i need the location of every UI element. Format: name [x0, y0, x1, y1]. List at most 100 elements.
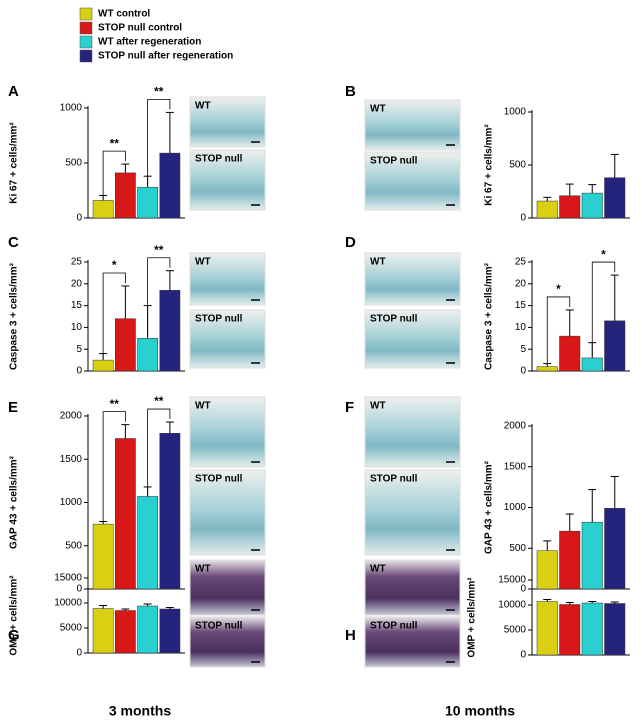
- bar: [137, 186, 158, 219]
- significance-label: *: [112, 258, 117, 272]
- y-tick-label: 25: [515, 257, 527, 268]
- y-tick-label: 0: [520, 650, 526, 661]
- bar: [159, 152, 181, 219]
- legend-label: STOP null after regeneration: [98, 51, 233, 62]
- micrograph: [364, 559, 461, 616]
- legend-label: STOP null control: [98, 23, 182, 34]
- significance-label: **: [110, 136, 120, 150]
- bar: [536, 550, 558, 590]
- y-tick-label: 10000: [498, 600, 526, 611]
- y-tick-label: 5: [520, 344, 526, 355]
- y-tick-label: 1000: [60, 103, 83, 114]
- micrograph-label: WT: [195, 401, 211, 412]
- bar: [115, 172, 136, 219]
- panel-letter: E: [8, 399, 18, 416]
- y-tick-label: 1000: [504, 107, 527, 118]
- micrograph: [189, 149, 266, 211]
- y-tick-label: 1000: [504, 502, 527, 513]
- significance-bracket: [147, 99, 171, 186]
- y-tick-label: 5000: [504, 625, 527, 636]
- micrograph-label: STOP null: [195, 154, 243, 165]
- micrograph-label: WT: [195, 257, 211, 268]
- bar: [581, 602, 603, 656]
- significance-bracket: [102, 150, 126, 199]
- bar: [92, 523, 114, 590]
- bar: [92, 200, 114, 219]
- bar: [137, 605, 158, 654]
- significance-label: **: [154, 243, 164, 257]
- legend-swatch: [79, 35, 93, 49]
- y-tick-label: 0: [520, 213, 526, 224]
- significance-label: *: [601, 247, 606, 261]
- y-tick-label: 15000: [498, 575, 526, 586]
- micrograph-label: STOP null: [195, 474, 243, 485]
- bar: [92, 359, 114, 372]
- bar: [559, 530, 581, 590]
- significance-label: **: [110, 397, 120, 411]
- bar: [115, 318, 136, 372]
- y-tick-label: 500: [509, 160, 526, 171]
- bar: [536, 601, 558, 656]
- micrograph: [364, 396, 461, 468]
- bar: [581, 521, 603, 590]
- micrograph-label: WT: [370, 104, 386, 115]
- micrograph-label: WT: [370, 564, 386, 575]
- y-tick-label: 20: [71, 278, 83, 289]
- bar: [536, 366, 558, 372]
- micrograph-label: WT: [370, 257, 386, 268]
- y-tick-label: 10: [71, 322, 83, 333]
- micrograph: [189, 396, 266, 468]
- bar: [137, 338, 158, 372]
- bar: [581, 357, 603, 372]
- bar: [115, 610, 136, 654]
- y-tick-label: 2000: [504, 421, 527, 432]
- panel-letter: A: [8, 83, 19, 100]
- micrograph-label: WT: [195, 101, 211, 112]
- y-axis-label: OMP + cells/mm²: [467, 577, 478, 658]
- significance-bracket: [102, 411, 126, 523]
- legend-label: WT after regeneration: [98, 37, 201, 48]
- bar: [159, 433, 181, 590]
- micrograph-label: STOP null: [370, 621, 418, 632]
- y-tick-label: 15: [71, 300, 83, 311]
- micrograph: [189, 252, 266, 306]
- bar: [559, 335, 581, 372]
- y-tick-label: 0: [76, 648, 82, 659]
- bar: [536, 200, 558, 219]
- y-tick-label: 500: [65, 540, 82, 551]
- y-tick-label: 2000: [60, 411, 83, 422]
- y-tick-label: 0: [76, 366, 82, 377]
- significance-label: **: [154, 394, 164, 408]
- significance-label: **: [154, 85, 164, 99]
- significance-bracket: [546, 296, 571, 365]
- micrograph-label: STOP null: [370, 156, 418, 167]
- micrograph: [364, 252, 461, 306]
- significance-bracket: [591, 261, 616, 356]
- y-tick-label: 10000: [54, 598, 82, 609]
- y-tick-label: 0: [76, 584, 82, 595]
- bar: [604, 177, 626, 219]
- y-axis-label: OMP + cells/mm²: [9, 575, 20, 656]
- panel-letter: D: [345, 234, 356, 251]
- micrograph: [189, 616, 266, 668]
- micrograph-label: WT: [195, 564, 211, 575]
- y-tick-label: 25: [71, 257, 83, 268]
- bar: [559, 604, 581, 656]
- bar: [92, 608, 114, 654]
- y-tick-label: 5: [76, 344, 82, 355]
- micrograph: [189, 469, 266, 556]
- y-tick-label: 500: [509, 543, 526, 554]
- legend-swatch: [79, 7, 93, 21]
- panel-letter: H: [345, 627, 356, 644]
- significance-bracket: [147, 257, 171, 337]
- y-tick-label: 10: [515, 322, 527, 333]
- bar: [581, 192, 603, 219]
- significance-bracket: [102, 272, 126, 359]
- y-tick-label: 15000: [54, 573, 82, 584]
- column-label: 3 months: [109, 703, 171, 719]
- y-tick-label: 1500: [60, 454, 83, 465]
- micrograph: [189, 309, 266, 369]
- y-axis-label: GAP 43 + cells/mm²: [9, 455, 20, 549]
- y-tick-label: 5000: [60, 623, 83, 634]
- y-tick-label: 1000: [60, 497, 83, 508]
